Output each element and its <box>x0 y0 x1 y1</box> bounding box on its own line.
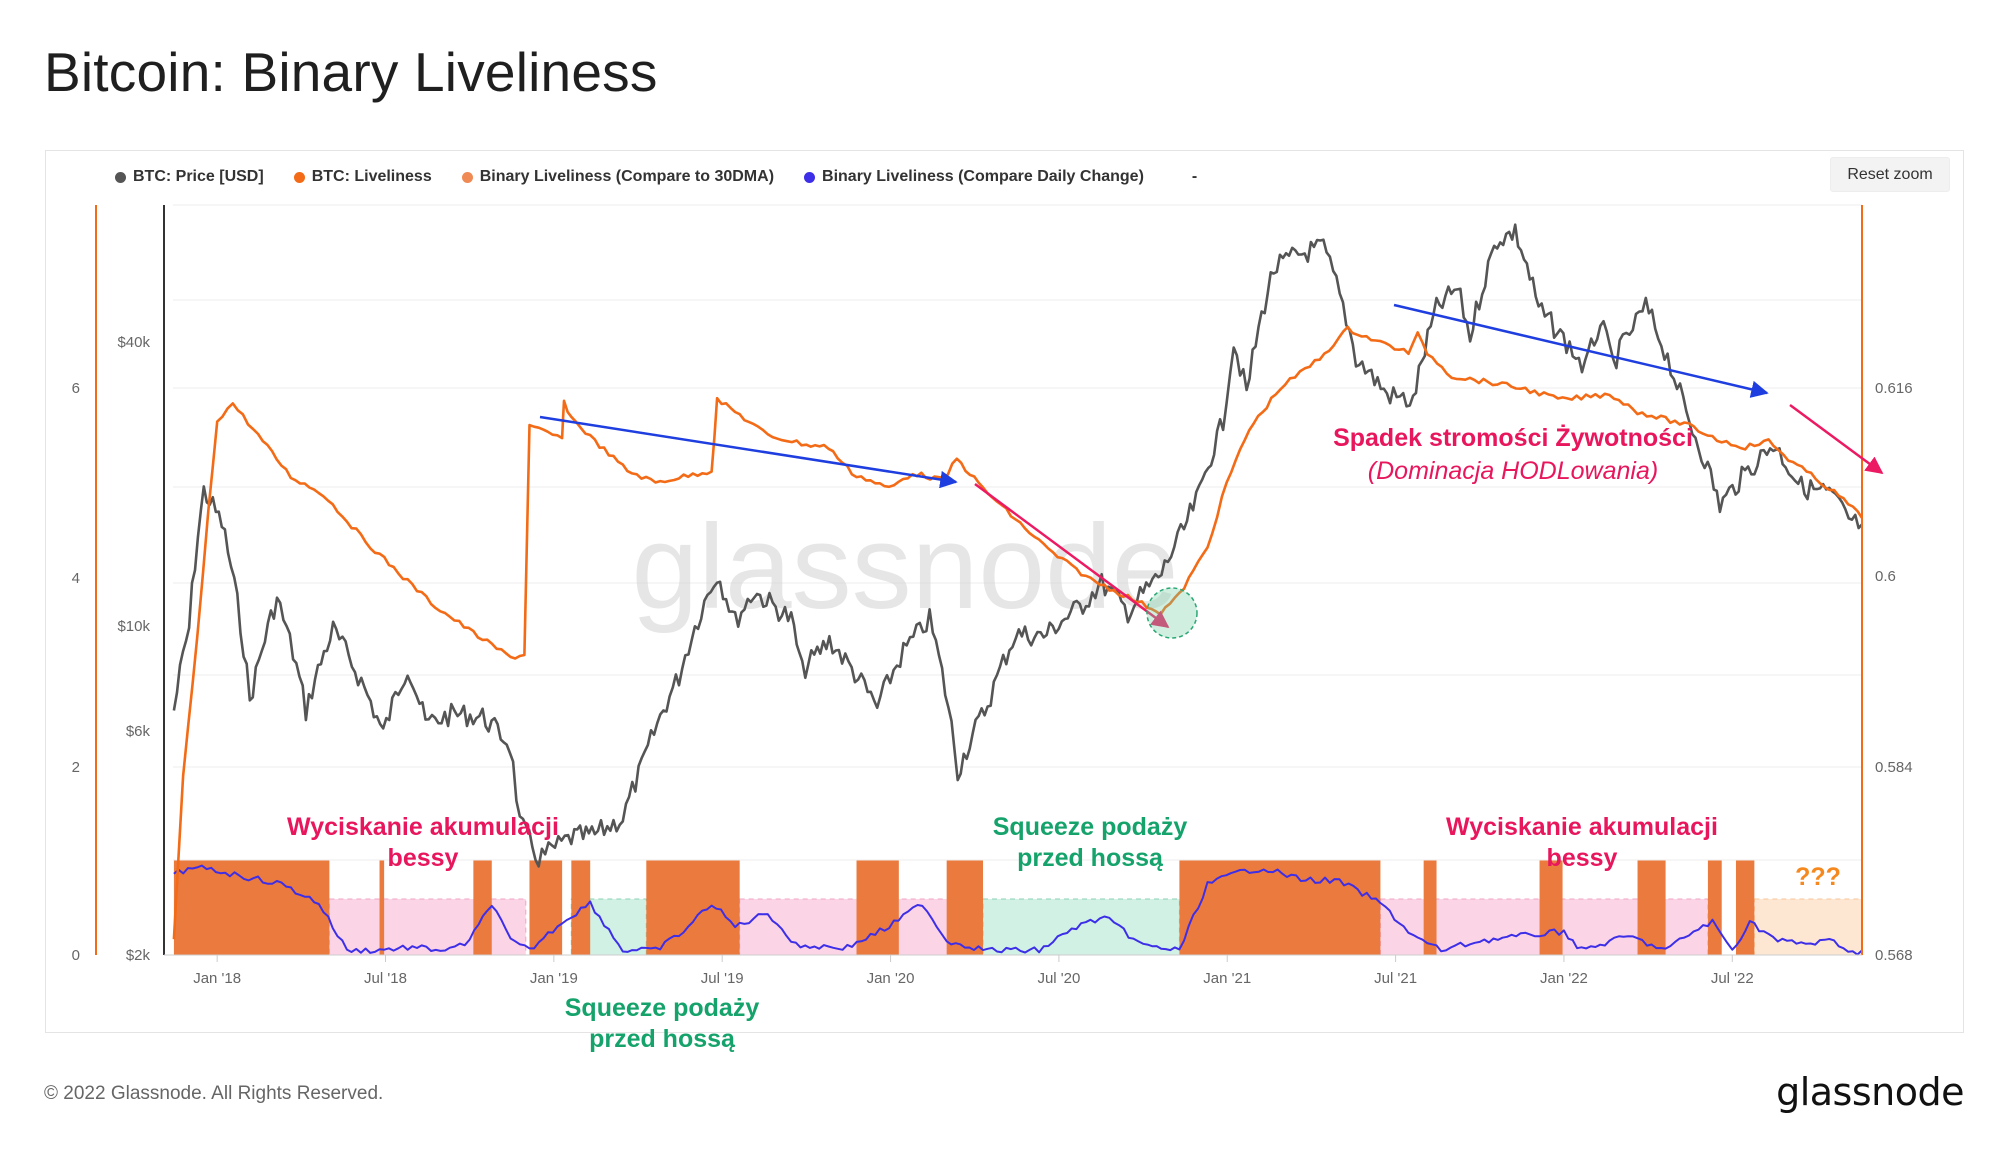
legend-trailing-dash: - <box>1191 168 1198 185</box>
x-axis-tick: Jan '21 <box>1203 970 1251 987</box>
legend-label-binary-daily: Binary Liveliness (Compare Daily Change) <box>822 168 1144 185</box>
gridlines <box>173 204 1862 956</box>
binary-axis-tick: 0 <box>72 947 80 964</box>
legend-marker-binary-30dma <box>461 171 473 183</box>
price-axis-tick: $6k <box>126 723 151 740</box>
liveliness-axis-tick: 0.616 <box>1875 380 1913 397</box>
binary-daily-line <box>173 864 1863 956</box>
binary-30dma-block <box>646 860 740 955</box>
liveliness-axis-tick: 0.6 <box>1875 568 1896 585</box>
price-axis-tick: $40k <box>117 334 150 351</box>
annotation-bear-squeeze-1: Wyciskanie akumulacji <box>287 813 559 841</box>
annotation-bear-squeeze-2: bessy <box>1547 844 1618 872</box>
watermark: glassnode <box>631 500 1178 634</box>
price-line <box>172 223 1863 868</box>
chart-legend: BTC: Price [USD] BTC: Liveliness Binary … <box>115 168 1197 186</box>
legend-item-price[interactable]: BTC: Price [USD] <box>115 168 264 186</box>
chart-frame <box>45 150 1964 1033</box>
x-axis-tick: Jan '19 <box>530 970 578 987</box>
binary-30dma-area <box>173 860 1755 955</box>
zone-unknown <box>1753 898 1863 956</box>
binary-30dma-block <box>1423 860 1437 955</box>
annotation-bear-squeeze-1: bessy <box>388 844 459 872</box>
annotation-labels: Wyciskanie akumulacji bessy Squeeze podaży… <box>287 424 1841 1053</box>
x-axis-tick: Jan '22 <box>1540 970 1588 987</box>
trend-arrow-pink-2 <box>1789 403 1884 475</box>
binary-axis-tick: 4 <box>72 570 80 587</box>
trend-arrow-blue-2 <box>1393 303 1769 398</box>
trend-arrow-pink-1 <box>974 482 1170 629</box>
binary-30dma-block <box>1179 860 1381 955</box>
x-axis-tick: Jan '18 <box>193 970 241 987</box>
legend-marker-price <box>115 171 126 183</box>
trend-arrow-blue-1 <box>539 415 958 489</box>
legend-label-liveliness: BTC: Liveliness <box>311 168 432 185</box>
binary-30dma-block <box>1735 860 1755 955</box>
binary-30dma-block <box>946 860 984 955</box>
axes: 0 2 4 6 $2k $6k $10k $40k 0.568 0.584 0.6 0.616 Jan … <box>72 205 1913 987</box>
x-axis-tick: Jul '18 <box>364 970 407 987</box>
legend-item-binary-30dma[interactable]: Binary Liveliness (Compare to 30DMA) <box>461 168 775 186</box>
annotation-supply-squeeze-1: Squeeze podaży <box>565 994 760 1022</box>
annotation-supply-squeeze-2: przed hossą <box>1017 844 1164 872</box>
page-title: Bitcoin: Binary Liveliness <box>44 41 658 103</box>
binary-30dma-block <box>473 860 492 955</box>
price-series-line <box>172 223 1863 868</box>
trend-arrows <box>539 303 1884 639</box>
highlight-circle <box>1146 587 1198 639</box>
binary-30dma-block <box>856 860 899 955</box>
legend-item-binary-daily[interactable]: Binary Liveliness (Compare Daily Change) <box>804 168 1144 186</box>
legend-label-binary-30dma: Binary Liveliness (Compare to 30DMA) <box>479 168 775 185</box>
legend-marker-liveliness <box>293 171 305 183</box>
zone-supply-squeeze-2 <box>982 898 1180 956</box>
x-axis-tick: Jul '22 <box>1711 970 1754 987</box>
price-axis-tick: $10k <box>117 618 150 635</box>
annotation-bear-squeeze-2: Wyciskanie akumulacji <box>1446 813 1718 841</box>
binary-30dma-block <box>529 860 563 955</box>
copyright-text: © 2022 Glassnode. All Rights Reserved. <box>44 1083 384 1104</box>
x-axis-tick: Jul '20 <box>1037 970 1080 987</box>
price-axis-tick: $2k <box>126 947 151 964</box>
x-axis-tick: Jan '20 <box>867 970 915 987</box>
binary-30dma-block <box>1539 860 1563 955</box>
annotation-hodl-dominance: (Dominacja HODLowania) <box>1368 457 1658 485</box>
daily-change-series-line <box>173 864 1863 956</box>
x-axis-tick: Jul '19 <box>701 970 744 987</box>
brand-logo-text: glassnode <box>1776 1070 1964 1114</box>
annotation-supply-squeeze-2: Squeeze podaży <box>993 813 1188 841</box>
x-axis-tick: Jul '21 <box>1374 970 1417 987</box>
annotation-steepness-drop: Spadek stromości Żywotności <box>1333 424 1693 452</box>
liveliness-axis-tick: 0.584 <box>1875 759 1913 776</box>
legend-label-price: BTC: Price [USD] <box>133 168 264 185</box>
liveliness-series-line <box>172 325 1864 940</box>
binary-axis-tick: 6 <box>72 380 80 397</box>
annotation-unknown: ??? <box>1795 863 1841 891</box>
legend-item-liveliness[interactable]: BTC: Liveliness <box>293 168 432 186</box>
annotation-supply-squeeze-1: przed hossą <box>589 1025 736 1053</box>
binary-30dma-block <box>173 860 330 955</box>
watermark-layer: glassnode <box>631 500 1178 634</box>
binary-axis-tick: 2 <box>72 759 80 776</box>
reset-zoom-button[interactable]: Reset zoom <box>1830 157 1950 192</box>
binary-30dma-block <box>1707 860 1722 955</box>
binary-30dma-block <box>379 860 385 955</box>
liveliness-axis-tick: 0.568 <box>1875 947 1913 964</box>
liveliness-line <box>172 325 1864 940</box>
legend-marker-binary-daily <box>804 171 816 183</box>
